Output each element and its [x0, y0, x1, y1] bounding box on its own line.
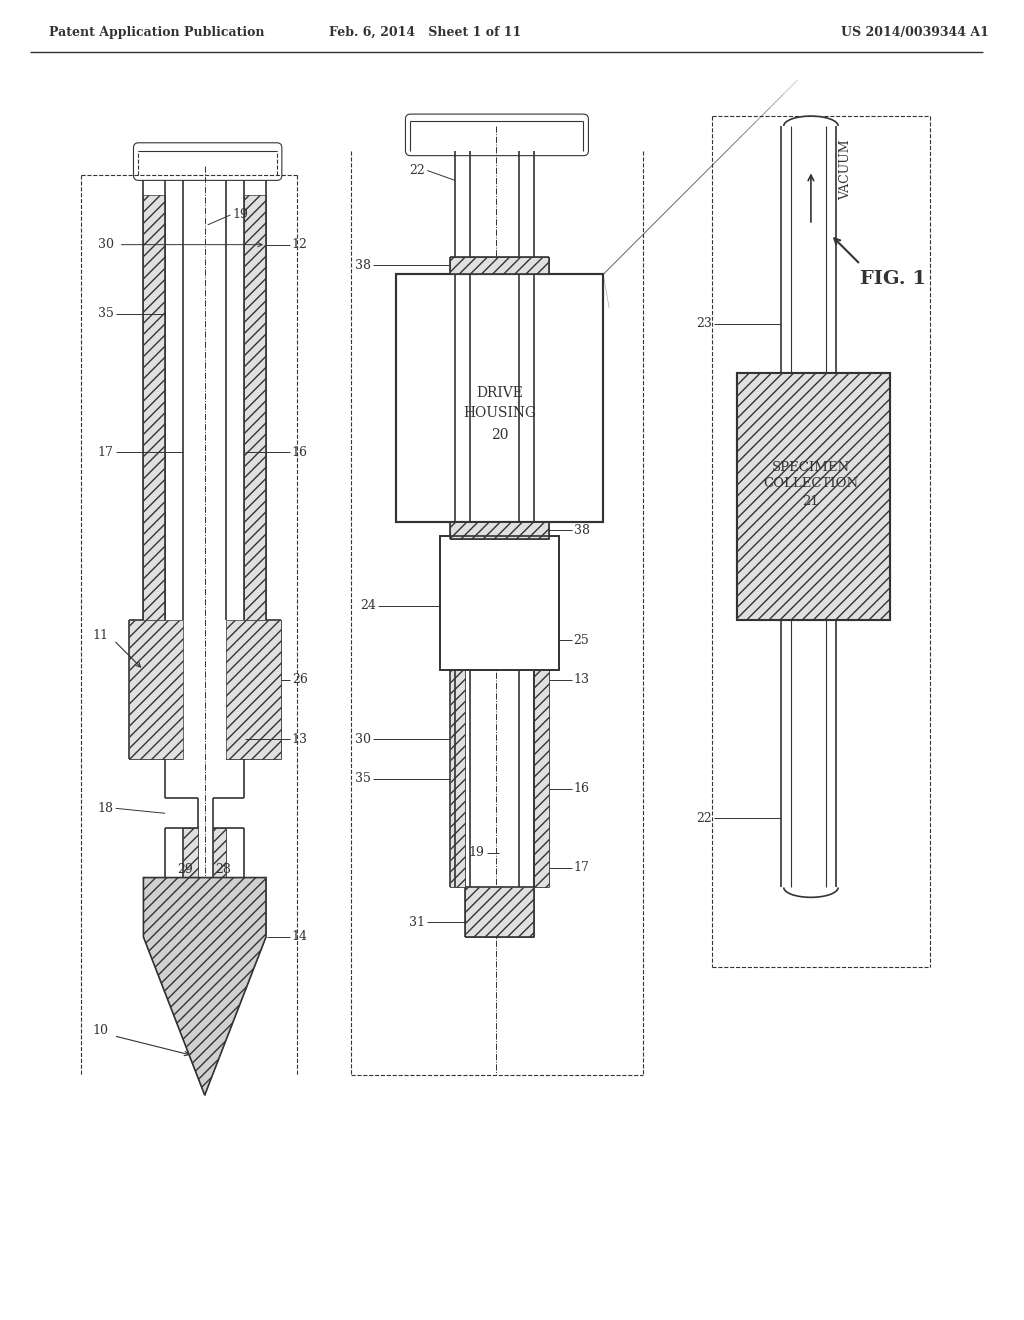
Text: FIG. 1: FIG. 1: [860, 271, 927, 288]
Text: VACUUM: VACUUM: [839, 140, 852, 201]
Text: HOUSING: HOUSING: [463, 405, 536, 420]
Bar: [736, 374, 890, 620]
Bar: [245, 195, 266, 620]
Text: 31: 31: [410, 916, 425, 928]
Text: 28: 28: [216, 863, 231, 876]
Text: Feb. 6, 2014   Sheet 1 of 11: Feb. 6, 2014 Sheet 1 of 11: [329, 25, 521, 38]
Text: 35: 35: [355, 772, 371, 785]
Bar: [440, 536, 559, 669]
Bar: [736, 374, 890, 620]
Text: 12: 12: [292, 238, 307, 251]
Text: 20: 20: [490, 428, 508, 441]
Text: 16: 16: [573, 781, 590, 795]
Bar: [213, 828, 226, 878]
Text: 29: 29: [177, 863, 193, 876]
Text: 22: 22: [410, 164, 425, 177]
Bar: [450, 256, 549, 275]
Bar: [450, 669, 465, 887]
Text: 26: 26: [292, 673, 307, 686]
Polygon shape: [143, 878, 266, 1096]
Bar: [129, 620, 183, 759]
Text: 17: 17: [573, 861, 590, 874]
Text: 11: 11: [93, 628, 109, 642]
Text: SPECIMEN: SPECIMEN: [772, 461, 850, 474]
Text: Patent Application Publication: Patent Application Publication: [49, 25, 265, 38]
Text: 30: 30: [97, 238, 114, 251]
Text: 30: 30: [355, 733, 371, 746]
Text: 38: 38: [355, 259, 371, 272]
Text: US 2014/0039344 A1: US 2014/0039344 A1: [841, 25, 988, 38]
Bar: [535, 669, 549, 887]
Text: 25: 25: [573, 634, 590, 647]
Text: 21: 21: [803, 495, 819, 508]
Bar: [226, 620, 281, 759]
Text: 13: 13: [292, 733, 308, 746]
Text: 14: 14: [292, 931, 308, 944]
Text: 22: 22: [696, 812, 712, 825]
Text: 13: 13: [573, 673, 590, 686]
Bar: [440, 536, 559, 669]
Text: 23: 23: [696, 317, 712, 330]
Text: DRIVE: DRIVE: [476, 385, 523, 400]
Text: 17: 17: [98, 446, 114, 459]
Bar: [183, 828, 198, 878]
Bar: [465, 887, 535, 937]
Text: 19: 19: [469, 846, 484, 859]
Bar: [143, 195, 165, 620]
Text: COLLECTION: COLLECTION: [763, 478, 858, 491]
FancyBboxPatch shape: [406, 114, 589, 156]
Bar: [440, 536, 559, 669]
Bar: [395, 275, 603, 521]
Text: 10: 10: [93, 1024, 109, 1038]
FancyBboxPatch shape: [133, 143, 282, 181]
Bar: [736, 374, 890, 620]
Text: 18: 18: [97, 801, 114, 814]
Text: 19: 19: [232, 209, 248, 222]
Text: 38: 38: [573, 524, 590, 537]
Bar: [450, 521, 549, 540]
Text: 35: 35: [98, 308, 114, 321]
Bar: [395, 275, 603, 521]
Text: 16: 16: [292, 446, 308, 459]
Text: 24: 24: [359, 599, 376, 612]
